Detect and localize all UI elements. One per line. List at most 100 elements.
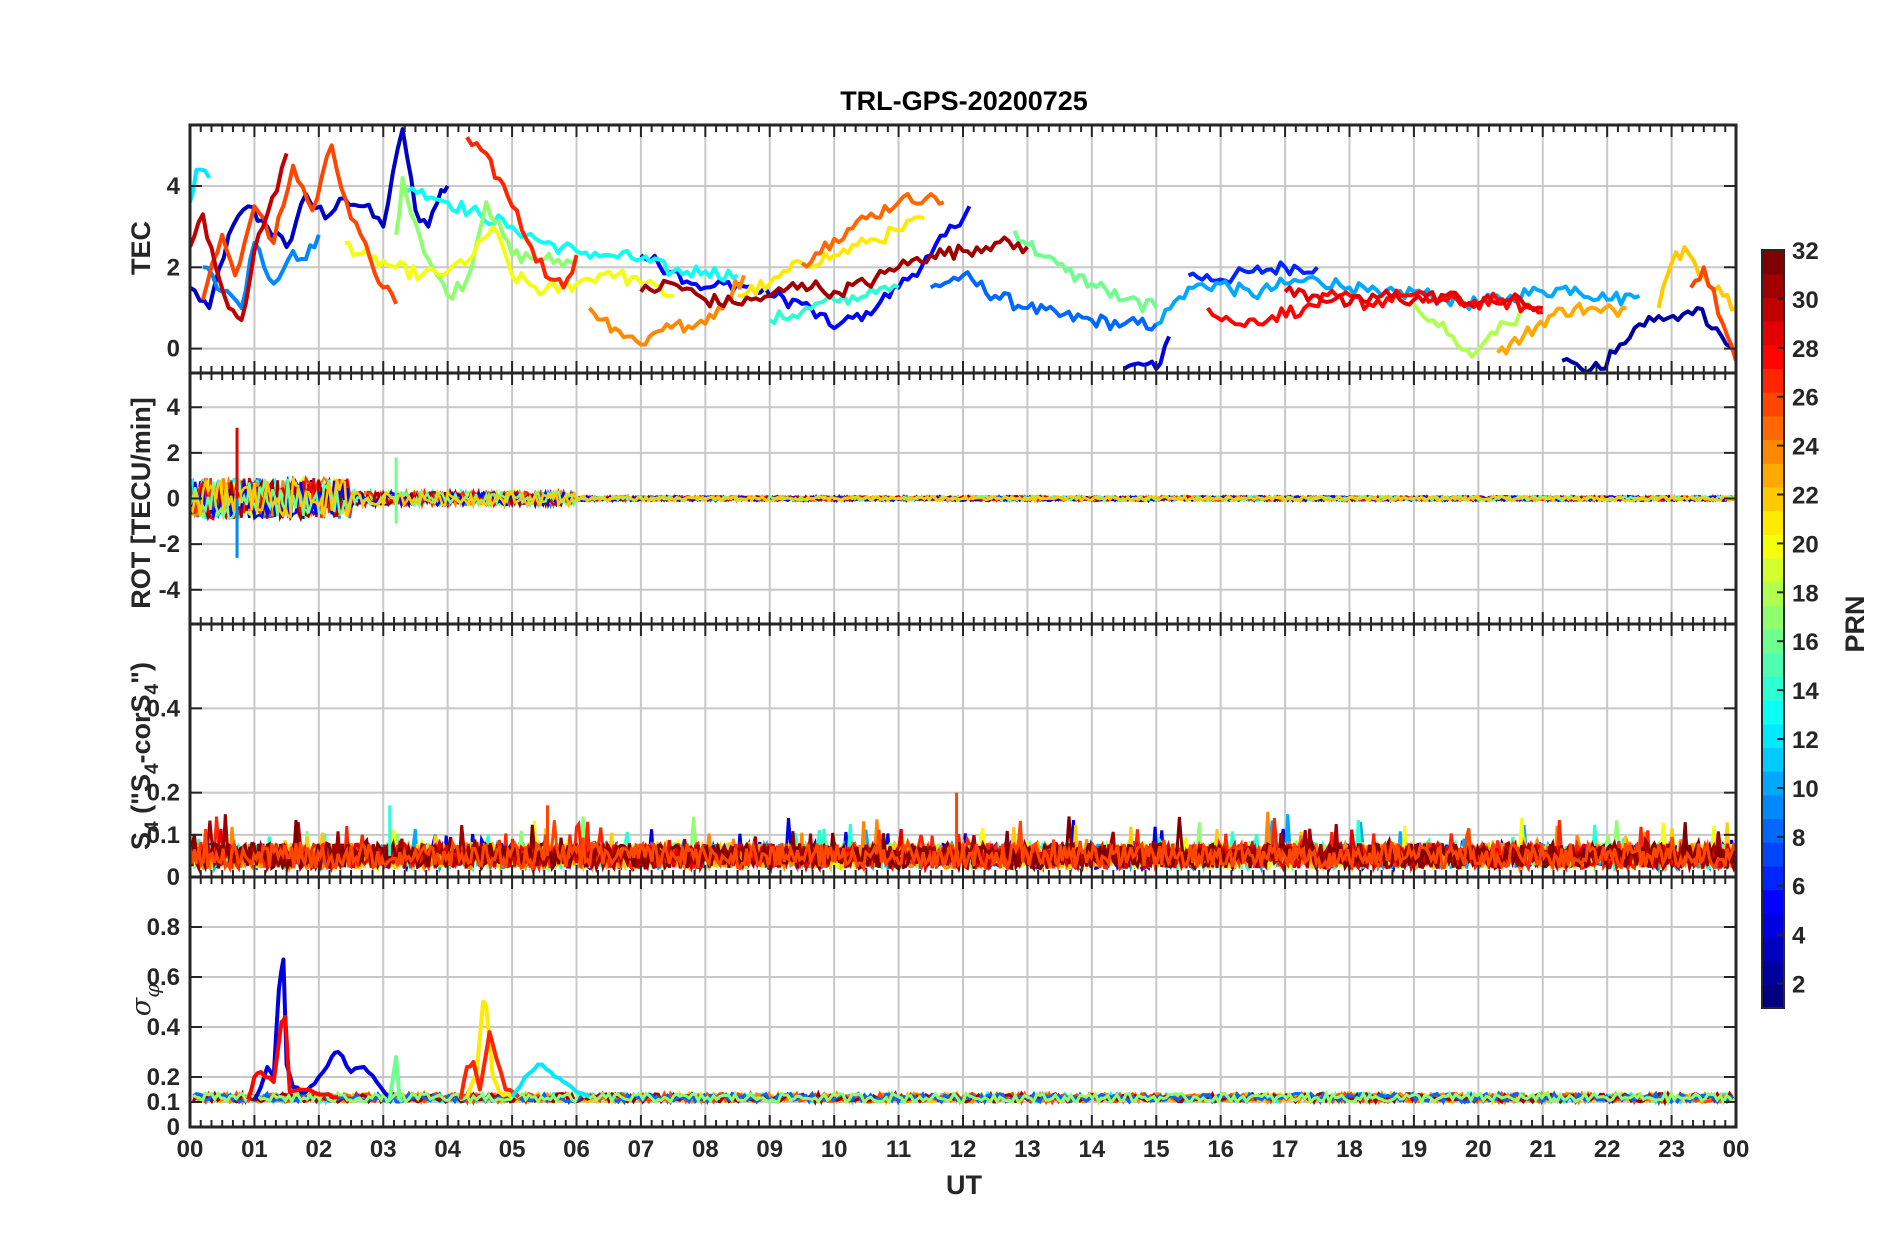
colorbar-segment	[1762, 581, 1784, 606]
colorbar-segment	[1762, 297, 1784, 322]
colorbar-tick-label: 20	[1792, 531, 1819, 558]
colorbar-segment	[1762, 676, 1784, 701]
series-line-prn-8	[929, 270, 1158, 332]
colorbar-tick-label: 2	[1792, 972, 1805, 999]
colorbar-tick-label: 6	[1792, 874, 1805, 901]
series-line-prn-21	[465, 1000, 514, 1099]
colorbar-segment	[1762, 913, 1784, 938]
x-tick-label: 09	[756, 1136, 783, 1163]
colorbar-segment	[1762, 463, 1784, 488]
x-tick-label: 14	[1078, 1136, 1105, 1163]
colorbar-segment	[1762, 605, 1784, 630]
x-tick-label: 00	[1723, 1136, 1750, 1163]
series-group	[190, 127, 1736, 373]
x-tick-label: 19	[1401, 1136, 1428, 1163]
series-line-prn-22	[1656, 245, 1736, 312]
x-tick-label: 18	[1336, 1136, 1363, 1163]
colorbar-segment	[1762, 486, 1784, 512]
colorbar-segment	[1762, 818, 1784, 843]
y-tick-label: 0.4	[147, 695, 181, 722]
panel-s4: 0 0.1 0.2 0.4	[147, 622, 1738, 891]
colorbar-tick-label: 18	[1792, 580, 1819, 607]
y-tick-label: 0.6	[147, 964, 180, 991]
colorbar-segment	[1762, 700, 1784, 725]
x-tick-label: 22	[1594, 1136, 1621, 1163]
colorbar-segment	[1762, 368, 1784, 393]
y-tick-label: -2	[159, 531, 180, 558]
x-tick-labels: 00 01 02 03 04 05 06 07 08 09 10 11 12 13 14 15 16 17 18 19…	[177, 1136, 1750, 1163]
colorbar-tick-label: 22	[1792, 483, 1819, 510]
series-line-prn-30	[190, 152, 289, 323]
colorbar-label: PRN	[1840, 595, 1870, 652]
series-line-prn-12	[510, 1062, 591, 1099]
colorbar-segment	[1762, 794, 1784, 820]
series-line-prn-29	[1283, 285, 1543, 313]
colorbar-segment	[1762, 557, 1784, 583]
svg-text:S4 ("S4-corS4"): S4 ("S4-corS4")	[126, 662, 163, 850]
series-line-prn-31	[639, 235, 1029, 309]
x-tick-label: 03	[370, 1136, 397, 1163]
series-line-prn-2	[1561, 306, 1736, 373]
series-line-prn-24	[587, 274, 746, 347]
colorbar-segment	[1762, 415, 1784, 441]
colorbar-tick-label: 24	[1792, 434, 1819, 461]
x-tick-label: 12	[950, 1136, 977, 1163]
y-tick-label: 0	[167, 336, 180, 363]
series-line-prn-26	[1689, 265, 1736, 362]
x-tick-label: 07	[628, 1136, 655, 1163]
y-tick-label: 0.2	[147, 1064, 180, 1091]
y-tick-label: 0	[167, 1114, 180, 1141]
x-tick-label: 15	[1143, 1136, 1170, 1163]
y-tick-label: 4	[167, 173, 181, 200]
y-tick-label: 2	[167, 254, 180, 281]
chart-title: TRL-GPS-20200725	[840, 86, 1088, 116]
colorbar-tick-label: 10	[1792, 776, 1819, 803]
x-tick-label: 01	[241, 1136, 268, 1163]
colorbar-segment	[1762, 273, 1784, 298]
y-tick-label: 2	[167, 440, 180, 467]
y-tick-label: 0.1	[147, 1089, 180, 1116]
x-tick-label: 05	[499, 1136, 526, 1163]
y-tick-label: 0	[167, 486, 180, 513]
series-line-prn-17	[192, 1089, 1734, 1107]
colorbar-tick-label: 16	[1792, 629, 1819, 656]
series-line-prn-18	[1412, 301, 1531, 359]
series-line-prn-4	[1122, 335, 1171, 371]
colorbar-tick-label: 28	[1792, 336, 1819, 363]
colorbar-segment	[1762, 842, 1784, 867]
colorbar-segment	[1762, 344, 1784, 370]
colorbar-segment	[1762, 936, 1784, 962]
colorbar-tick-label: 30	[1792, 287, 1819, 314]
x-tick-label: 16	[1207, 1136, 1234, 1163]
y-tick-label: 0.1	[147, 822, 180, 849]
colorbar-segment	[1762, 534, 1784, 559]
colorbar-segment	[1762, 747, 1784, 772]
x-tick-label: 10	[821, 1136, 848, 1163]
colorbar-segment	[1762, 960, 1784, 985]
series-line-prn-13	[401, 184, 739, 283]
series-line-prn-20	[344, 224, 674, 299]
svg-text:σφ: σφ	[126, 984, 164, 1016]
x-tick-label: 11	[886, 1136, 911, 1163]
colorbar-segment	[1762, 250, 1784, 275]
series-line-prn-28	[246, 1015, 339, 1101]
y-tick-label: 0.2	[147, 780, 180, 807]
tec-ylabel: TEC	[126, 221, 156, 275]
rot-ylabel: ROT [TECU/min]	[126, 397, 156, 608]
series-line-prn-25	[800, 192, 945, 269]
x-tick-label: 17	[1272, 1136, 1299, 1163]
s4-ylabel: S4 ("S4-corS4")	[126, 662, 163, 850]
colorbar-segment	[1762, 865, 1784, 891]
colorbar-segment	[1762, 629, 1784, 654]
series-line-prn-28	[1206, 288, 1544, 329]
colorbar-tick-label: 26	[1792, 385, 1819, 412]
series-line-prn-6	[1187, 260, 1319, 285]
x-tick-label: 04	[434, 1136, 461, 1163]
series-line-prn-5	[639, 205, 972, 331]
x-tick-label: 13	[1014, 1136, 1041, 1163]
colorbar-segment	[1762, 392, 1784, 417]
colorbar-segment	[1762, 723, 1784, 749]
colorbar-segment	[1762, 771, 1784, 796]
